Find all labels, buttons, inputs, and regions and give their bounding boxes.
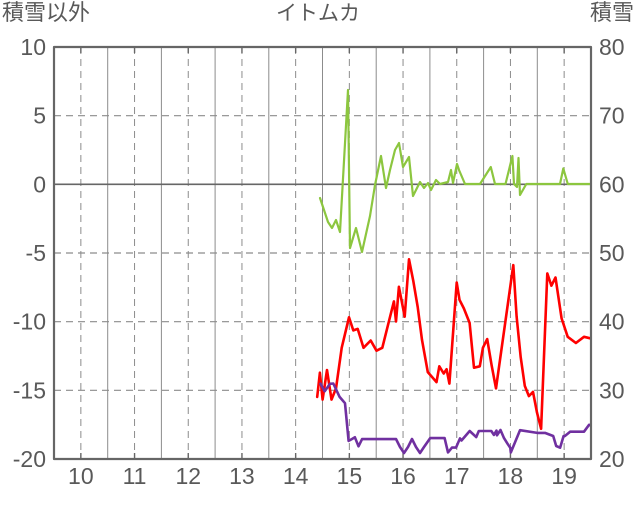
svg-text:60: 60: [599, 171, 625, 197]
svg-text:30: 30: [599, 377, 625, 403]
svg-text:70: 70: [599, 103, 625, 129]
svg-text:10: 10: [20, 34, 46, 60]
svg-text:12: 12: [175, 463, 201, 489]
svg-text:-10: -10: [13, 309, 46, 335]
svg-text:14: 14: [283, 463, 309, 489]
svg-text:20: 20: [599, 446, 625, 472]
svg-text:40: 40: [599, 309, 625, 335]
svg-text:積雪以外: 積雪以外: [2, 0, 90, 25]
svg-text:5: 5: [33, 103, 46, 129]
svg-text:10: 10: [68, 463, 94, 489]
svg-text:-15: -15: [13, 377, 46, 403]
svg-text:13: 13: [229, 463, 255, 489]
svg-text:17: 17: [444, 463, 470, 489]
svg-text:積雪: 積雪: [590, 0, 634, 25]
svg-text:11: 11: [123, 463, 147, 489]
svg-text:18: 18: [498, 463, 524, 489]
svg-text:19: 19: [551, 463, 577, 489]
svg-text:イトムカ: イトムカ: [276, 2, 360, 25]
svg-text:15: 15: [337, 463, 363, 489]
svg-text:50: 50: [599, 240, 625, 266]
svg-text:0: 0: [33, 171, 46, 197]
svg-text:80: 80: [599, 34, 625, 60]
svg-text:-5: -5: [26, 240, 46, 266]
svg-text:-20: -20: [13, 446, 46, 472]
svg-text:16: 16: [390, 463, 416, 489]
